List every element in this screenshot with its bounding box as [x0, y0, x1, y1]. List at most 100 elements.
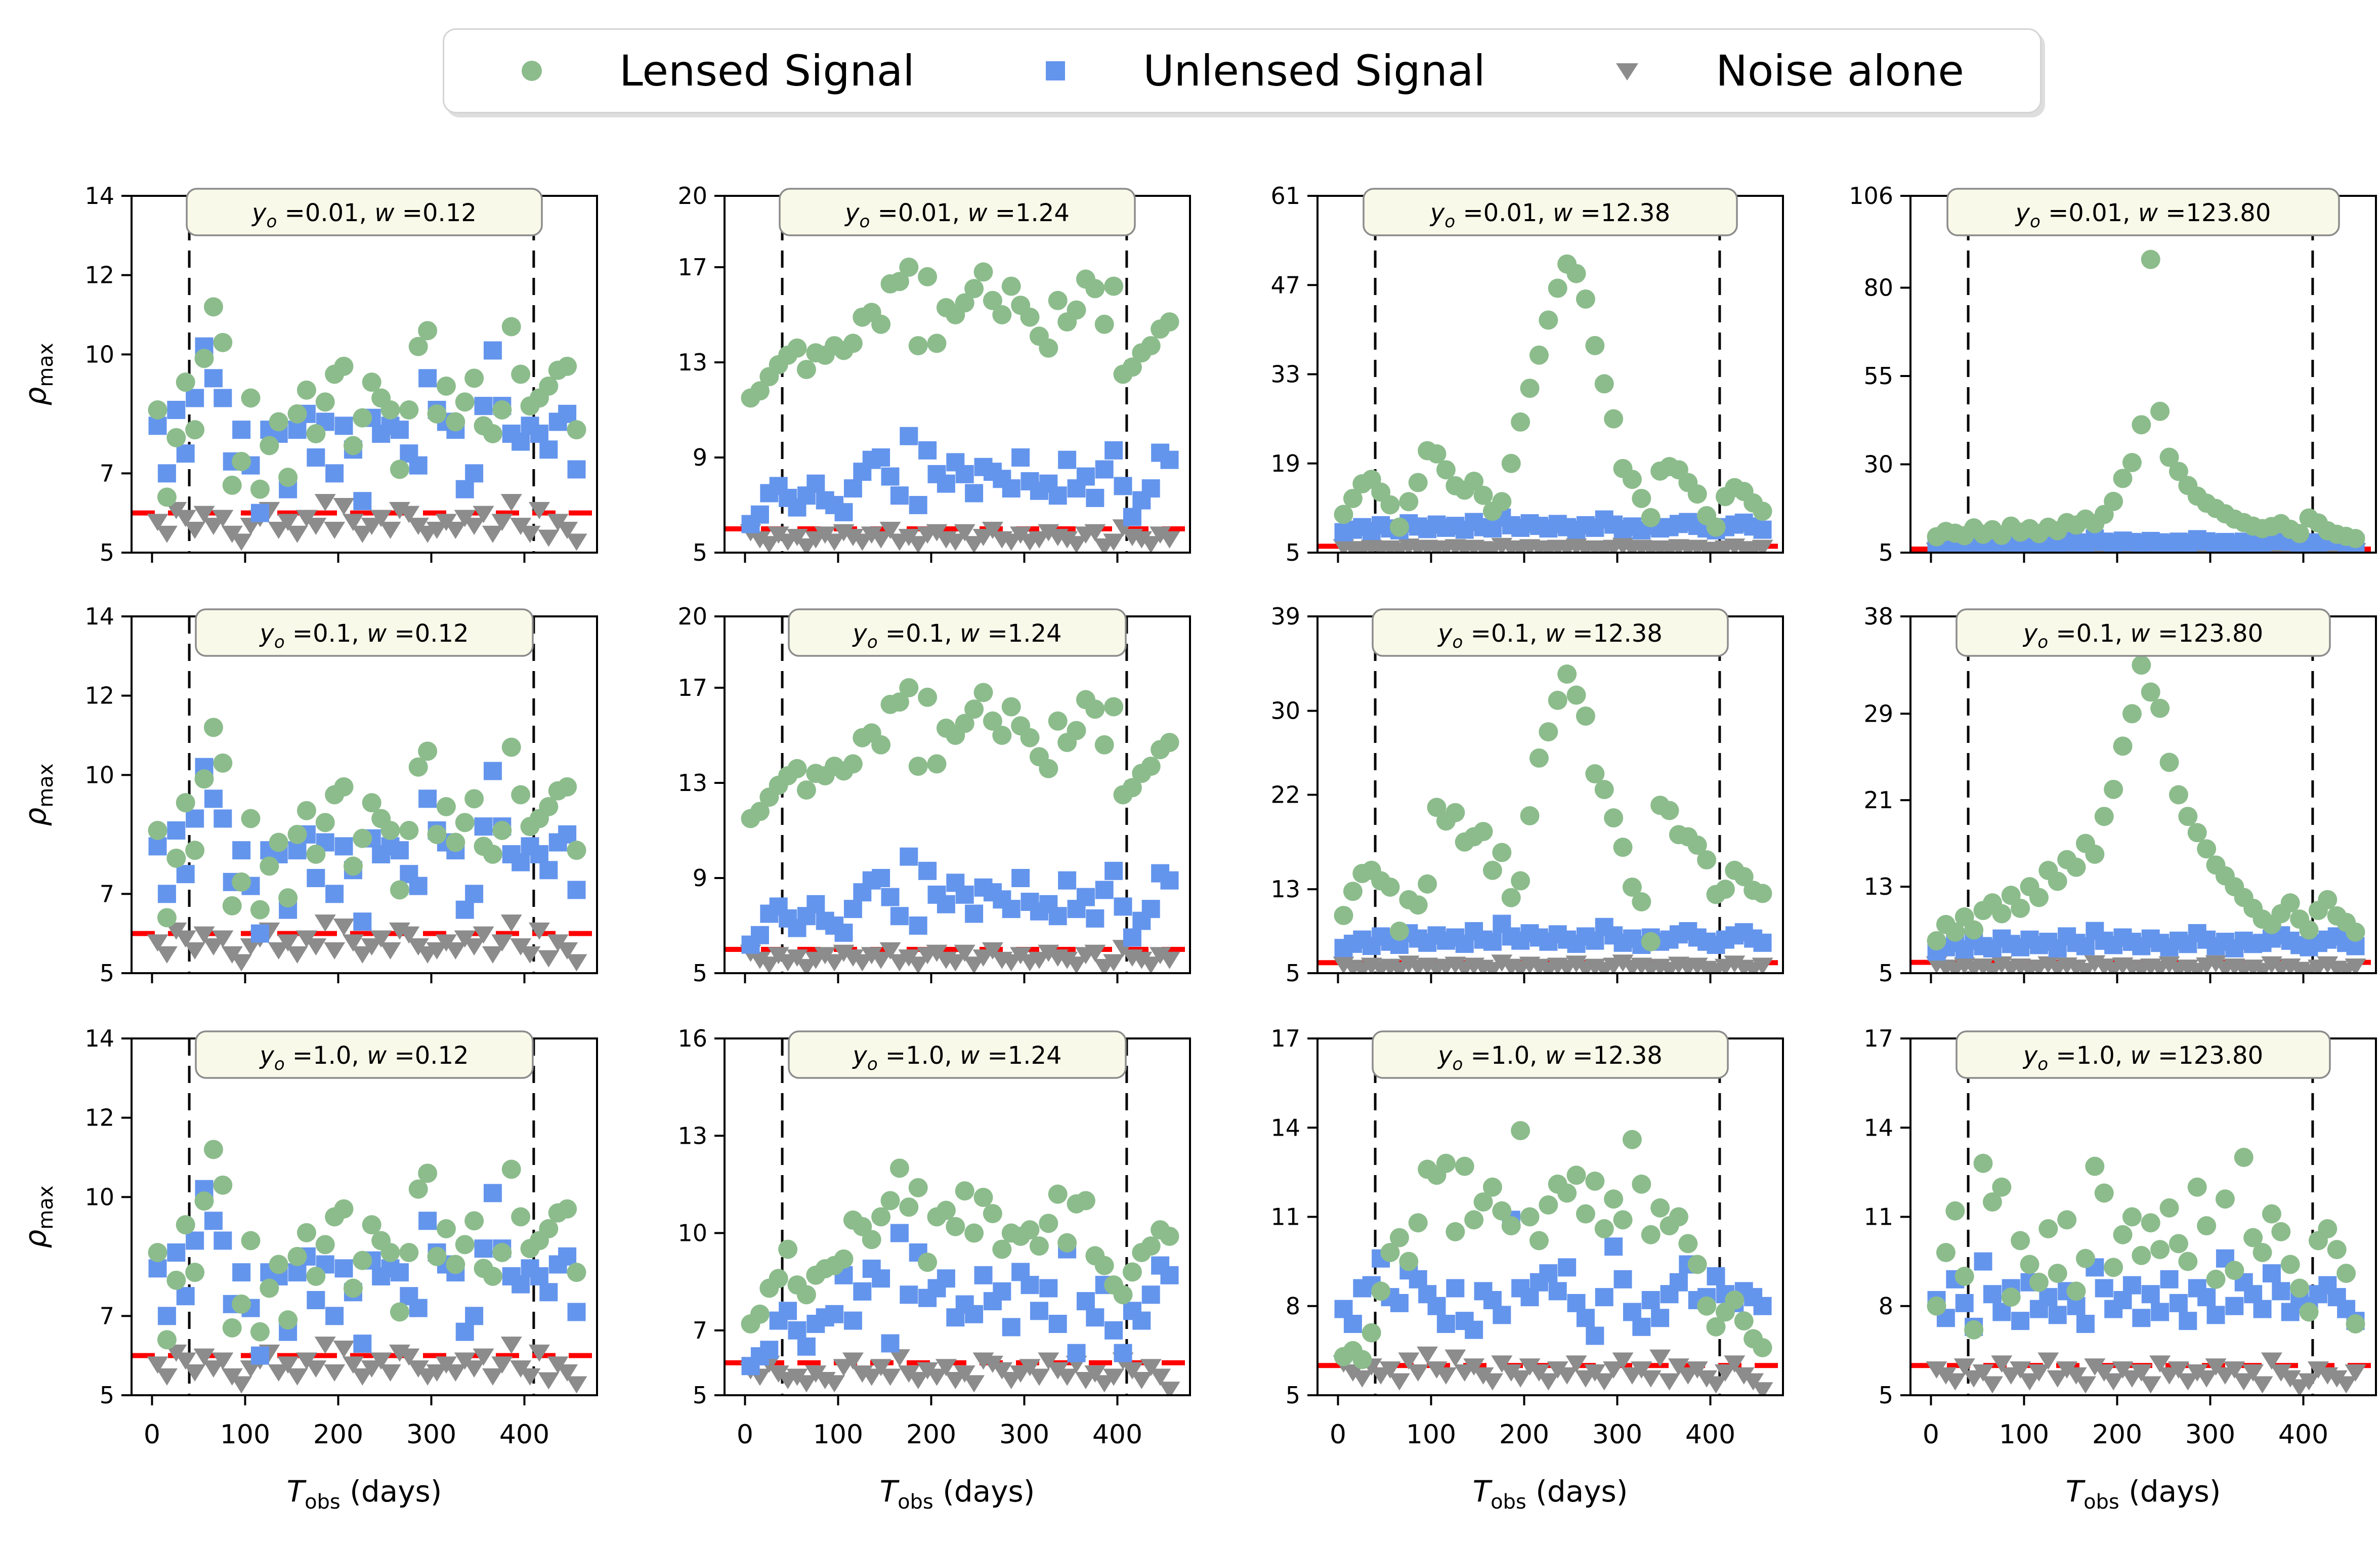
- y-axis-label: ρmax: [18, 764, 58, 826]
- y-tick-label: 106: [1849, 182, 1893, 210]
- x-axis-label: Tobs (days): [2066, 1474, 2221, 1514]
- noise-points: [1926, 1352, 2366, 1396]
- y-tick-label: 8: [1879, 1293, 1893, 1320]
- noise-points: [740, 519, 1180, 554]
- noise-points: [740, 940, 1180, 974]
- lensed-points: [148, 718, 586, 928]
- y-tick-label: 29: [1863, 700, 1893, 727]
- y-tick-label: 30: [1270, 697, 1300, 725]
- y-tick-label: 55: [1863, 362, 1893, 390]
- subplot-r1c1: 5 9 13 17 20 yo =0.1, w =1.24: [677, 603, 1191, 987]
- legend-item-unlensed: Unlensed Signal: [1044, 46, 1485, 96]
- subplot-r1c0: 5 7 10 12 14 yo =0.1, w =0.12 ρmax: [18, 603, 598, 987]
- axes-box: [1316, 1037, 1784, 1396]
- y-tick-label: 14: [1270, 1114, 1300, 1141]
- y-tick-label: 16: [677, 1025, 707, 1052]
- noise-points: [147, 494, 587, 551]
- axes-box: [724, 1037, 1191, 1396]
- y-tick-label: 5: [1286, 1382, 1300, 1409]
- unlensed-points: [1927, 922, 2365, 961]
- legend-label-unlensed: Unlensed Signal: [1143, 46, 1485, 96]
- subplot-r2c0: 5 7 10 12 14 0 100 200 300 400 yo =1.0, w =0.12 ρma…: [18, 1025, 598, 1514]
- y-tick-label: 11: [1863, 1203, 1893, 1231]
- y-tick-label: 17: [677, 674, 707, 701]
- subplot-title: yo =1.0, w =1.24: [852, 1041, 1061, 1074]
- y-tick-label: 13: [1270, 876, 1300, 903]
- lensed-points: [1927, 249, 2365, 549]
- legend: Lensed Signal Unlensed Signal Noise alon…: [443, 28, 2042, 113]
- y-tick-label: 10: [677, 1220, 707, 1247]
- unlensed-points: [1334, 914, 1772, 957]
- x-tick-label: 100: [220, 1420, 270, 1450]
- subplot-title: yo =1.0, w =12.38: [1437, 1041, 1663, 1074]
- title-box: [195, 1030, 534, 1079]
- subplot-r0c3: 5 30 55 80 106 yo =0.01, w =123.80: [1849, 182, 2377, 566]
- y-tick-label: 5: [693, 960, 707, 987]
- x-tick-label: 100: [1406, 1420, 1456, 1450]
- y-tick-label: 17: [1863, 1025, 1893, 1052]
- lensed-points: [741, 678, 1179, 828]
- x-tick-label: 300: [1592, 1420, 1642, 1450]
- y-tick-label: 61: [1270, 182, 1300, 210]
- x-tick-label: 400: [2278, 1420, 2328, 1450]
- lensed-points: [1334, 1121, 1772, 1369]
- y-tick-label: 14: [84, 1025, 114, 1052]
- legend-item-noise: Noise alone: [1614, 46, 1964, 96]
- y-tick-label: 5: [100, 960, 114, 987]
- x-axis-label: Tobs (days): [287, 1474, 442, 1514]
- y-axis-label: ρmax: [18, 343, 58, 406]
- lensed-points: [741, 1158, 1179, 1333]
- y-tick-label: 13: [1863, 873, 1893, 900]
- lensed-points: [1927, 1148, 2365, 1340]
- y-tick-label: 33: [1270, 361, 1300, 388]
- y-tick-label: 5: [1286, 539, 1300, 566]
- y-tick-label: 13: [677, 1122, 707, 1149]
- legend-label-noise: Noise alone: [1716, 46, 1964, 96]
- x-axis-label: Tobs (days): [1473, 1474, 1628, 1514]
- subplot-title: yo =0.1, w =12.38: [1437, 619, 1663, 652]
- y-tick-label: 5: [100, 1382, 114, 1409]
- y-tick-label: 5: [693, 1382, 707, 1409]
- subplot-title: yo =0.1, w =0.12: [259, 619, 469, 652]
- lensed-points: [148, 1140, 586, 1350]
- y-tick-label: 7: [100, 880, 114, 907]
- x-axis-label: Tobs (days): [880, 1474, 1035, 1514]
- noise-points: [1926, 955, 2366, 974]
- y-tick-label: 21: [1863, 786, 1893, 814]
- y-tick-label: 47: [1270, 271, 1300, 299]
- x-tick-label: 300: [999, 1420, 1049, 1450]
- y-tick-label: 10: [84, 761, 114, 788]
- subplot-title: yo =0.01, w =1.24: [844, 199, 1070, 232]
- y-tick-label: 5: [1879, 960, 1893, 987]
- lensed-points: [1927, 655, 2365, 950]
- y-tick-label: 7: [100, 1302, 114, 1329]
- y-tick-label: 7: [693, 1317, 707, 1344]
- title-box: [1946, 188, 2340, 236]
- y-tick-label: 10: [84, 1183, 114, 1211]
- y-tick-label: 12: [84, 682, 114, 710]
- y-tick-label: 13: [677, 349, 707, 376]
- title-box: [1372, 608, 1729, 657]
- y-tick-label: 11: [1270, 1203, 1300, 1231]
- y-tick-label: 14: [84, 182, 114, 210]
- subplot-title: yo =0.01, w =123.80: [2015, 199, 2271, 232]
- subplot-title: yo =1.0, w =0.12: [259, 1041, 469, 1074]
- title-box: [1956, 608, 2331, 657]
- y-tick-label: 9: [693, 444, 707, 471]
- noise-points: [1333, 954, 1773, 974]
- y-tick-label: 12: [84, 1104, 114, 1132]
- title-box: [788, 608, 1127, 657]
- x-tick-label: 200: [1499, 1420, 1549, 1450]
- noise-points: [1333, 1346, 1773, 1396]
- lensed-points: [1334, 664, 1772, 951]
- lensed-points: [1334, 254, 1772, 537]
- unlensed-square-icon: [1044, 59, 1067, 82]
- x-tick-label: 100: [813, 1420, 863, 1450]
- y-tick-label: 7: [100, 460, 114, 487]
- x-tick-label: 0: [144, 1420, 160, 1450]
- x-tick-label: 200: [313, 1420, 363, 1450]
- title-box: [186, 188, 543, 236]
- y-axis-label: ρmax: [18, 1186, 58, 1248]
